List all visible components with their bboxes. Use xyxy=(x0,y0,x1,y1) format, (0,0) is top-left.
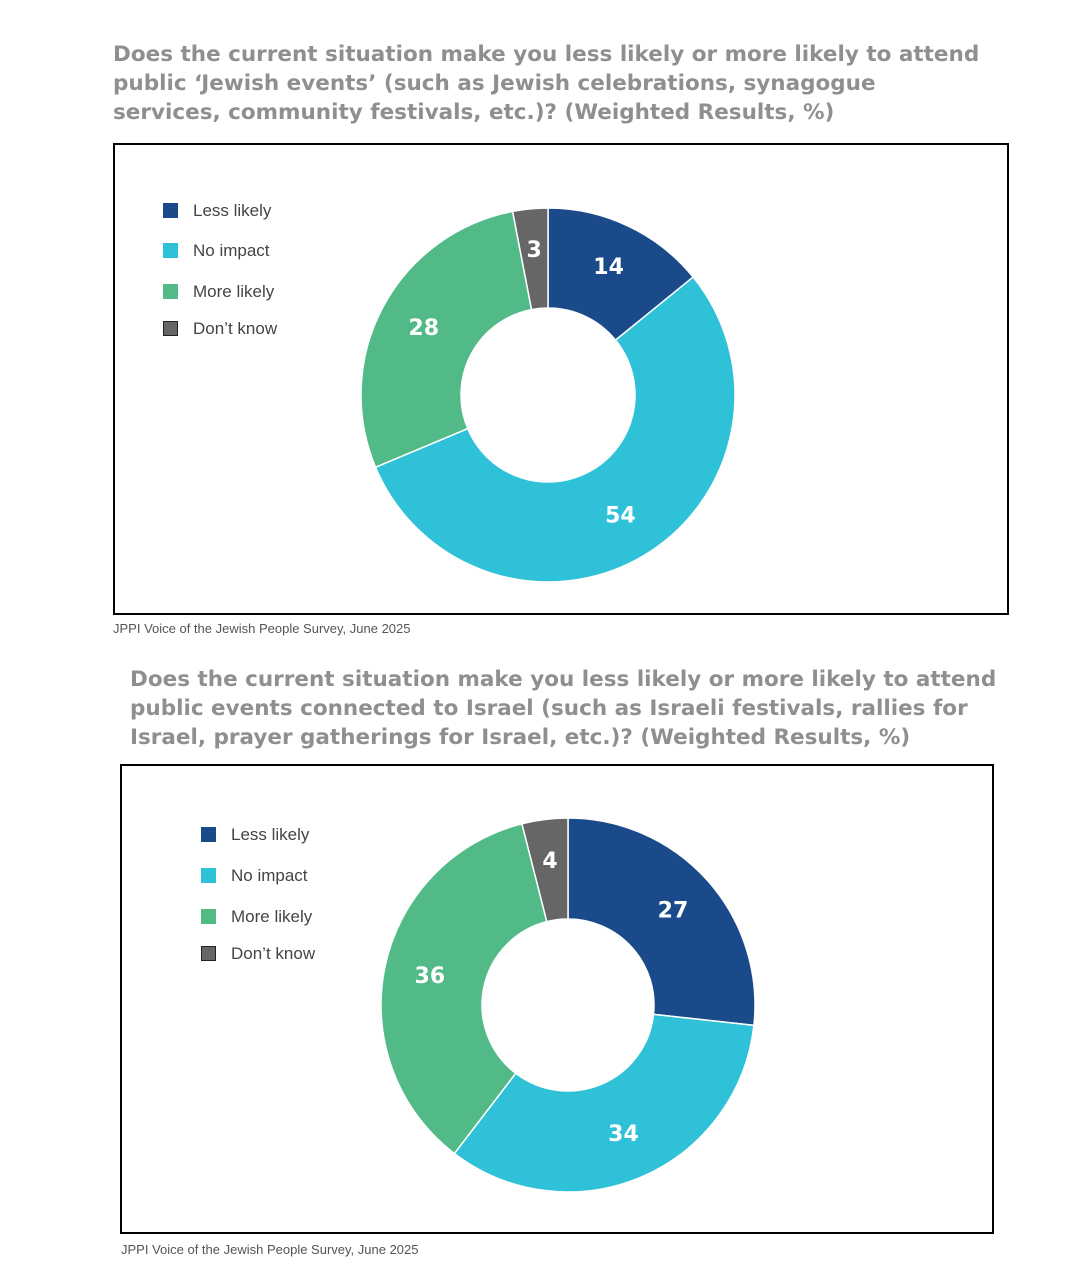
donut-slice-more-likely xyxy=(380,822,548,1155)
donut-slice-no-impact xyxy=(453,1013,755,1193)
legend-label: More likely xyxy=(231,907,313,926)
slice-value-label: 34 xyxy=(608,1122,639,1147)
donut-slice-don-t-know xyxy=(511,207,549,311)
chart-frame: Less likely No impact More likely Don’t … xyxy=(113,143,1009,615)
legend-swatch xyxy=(201,909,216,924)
source-note: JPPI Voice of the Jewish People Survey, … xyxy=(121,1242,419,1257)
legend-swatch xyxy=(163,321,178,336)
donut-slice-no-impact xyxy=(374,276,736,583)
legend-label: Less likely xyxy=(193,201,272,220)
source-note: JPPI Voice of the Jewish People Survey, … xyxy=(113,621,411,636)
donut-slice-don-t-know xyxy=(521,817,569,923)
legend-label: Less likely xyxy=(231,825,310,844)
donut-slice-less-likely xyxy=(547,207,695,342)
donut-chart: 27 34 36 4 xyxy=(380,817,756,1193)
legend-swatch xyxy=(201,868,216,883)
legend-label: Don’t know xyxy=(231,944,316,963)
slice-value-label: 14 xyxy=(593,255,624,280)
donut-slice-more-likely xyxy=(360,210,533,469)
slice-value-label: 54 xyxy=(605,503,636,528)
slice-value-label: 36 xyxy=(415,964,446,989)
chart-title: Does the current situation make you less… xyxy=(113,42,980,125)
legend-label: No impact xyxy=(193,241,270,260)
donut-slice-less-likely xyxy=(567,817,756,1027)
legend-swatch xyxy=(201,946,216,961)
chart-title: Does the current situation make you less… xyxy=(130,667,997,750)
slice-value-label: 27 xyxy=(658,898,689,923)
legend-swatch xyxy=(163,284,178,299)
legend-label: No impact xyxy=(231,866,308,885)
slice-value-label: 28 xyxy=(408,316,439,341)
legend-label: Don’t know xyxy=(193,319,278,338)
legend-swatch xyxy=(163,203,178,218)
slice-value-label: 4 xyxy=(542,849,557,874)
chart-frame: Less likely No impact More likely Don’t … xyxy=(120,764,994,1234)
legend-swatch xyxy=(201,827,216,842)
donut-chart: 14 54 28 3 xyxy=(360,207,736,583)
legend-label: More likely xyxy=(193,282,275,301)
slice-value-label: 3 xyxy=(527,238,542,263)
legend-swatch xyxy=(163,243,178,258)
